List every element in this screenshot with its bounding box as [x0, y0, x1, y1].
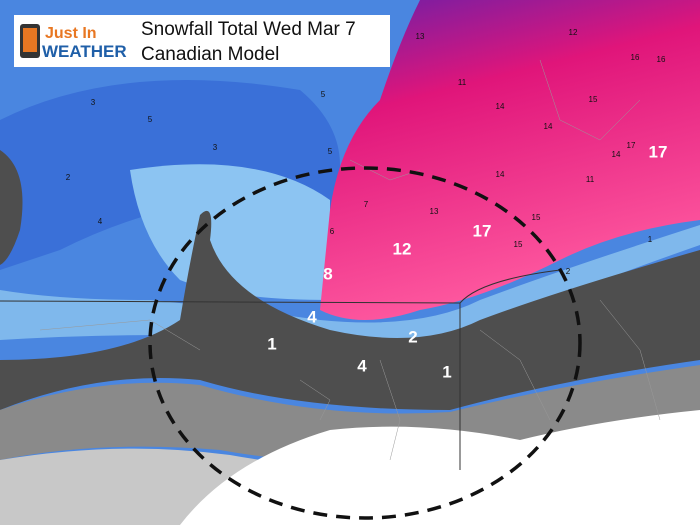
grid-value: 15 [589, 95, 598, 104]
large-labels: 17 12 17 8 4 2 1 4 1 [267, 142, 667, 381]
small-labels: 12 16 16 13 11 14 15 14 17 14 14 13 15 1… [66, 28, 666, 276]
grid-value: 2 [66, 173, 71, 182]
snow-total: 8 [323, 264, 332, 283]
grid-value: 3 [213, 143, 218, 152]
state-borders [0, 269, 561, 470]
snow-total: 1 [442, 362, 451, 381]
logo-line1: Just In [45, 25, 97, 42]
white-area [180, 410, 700, 525]
snow-total: 4 [357, 356, 367, 375]
light-blue-area [130, 164, 330, 300]
dashed-circle [148, 166, 582, 520]
grid-value: 12 [569, 28, 578, 37]
grid-value: 5 [148, 115, 153, 124]
county-lines [39, 59, 661, 461]
grid-value: 16 [657, 55, 666, 64]
grid-value: 1 [648, 235, 653, 244]
grid-value: 14 [496, 170, 505, 179]
snow-total: 12 [393, 239, 412, 258]
grid-value: 3 [91, 98, 96, 107]
grid-value: 6 [330, 227, 335, 236]
title-line2: Canadian Model [141, 44, 279, 65]
snow-total: 4 [307, 307, 317, 326]
grid-value: 17 [627, 141, 636, 150]
grid-value: 13 [416, 32, 425, 41]
grid-value: 5 [328, 147, 333, 156]
dark-gray-band [0, 150, 700, 410]
snow-total: 1 [267, 334, 276, 353]
pink-area [320, 0, 700, 320]
grid-value: 13 [430, 207, 439, 216]
grid-value: 4 [98, 217, 103, 226]
mid-gray-band [0, 365, 700, 464]
snow-total: 2 [408, 327, 417, 346]
logo-line2: WEATHER [42, 42, 127, 61]
grid-value: 14 [612, 150, 621, 159]
title-line1: Snowfall Total Wed Mar 7 [141, 19, 356, 40]
transition-band [0, 225, 700, 355]
grid-value: 11 [458, 78, 467, 87]
snow-total: 17 [473, 221, 492, 240]
grid-value: 5 [321, 90, 326, 99]
grid-value: 14 [544, 122, 553, 131]
snow-total: 17 [649, 142, 668, 161]
grid-value: 15 [532, 213, 541, 222]
header-box [14, 15, 390, 67]
logo-screen [23, 28, 37, 52]
grid-value: 2 [566, 267, 571, 276]
grid-value: 16 [631, 53, 640, 62]
grid-value: 7 [364, 200, 369, 209]
grid-value: 14 [496, 102, 505, 111]
grid-value: 11 [586, 175, 595, 184]
grid-value: 15 [514, 240, 523, 249]
